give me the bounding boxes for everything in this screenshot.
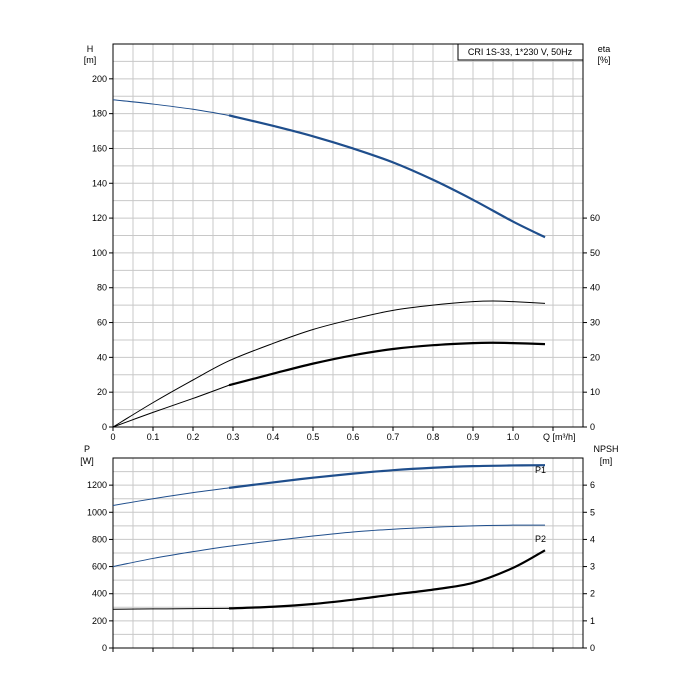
- p-axis-label: P: [84, 444, 90, 454]
- x-tick-label: 0.7: [387, 432, 400, 442]
- top-series-1-curve: [112, 300, 546, 428]
- eta-axis-label: eta: [598, 44, 611, 54]
- right-tick-label: 2: [590, 589, 595, 599]
- x-tick-label: 0.5: [307, 432, 320, 442]
- chart-title: CRI 1S-33, 1*230 V, 50Hz: [468, 47, 573, 57]
- right-tick-label: 4: [590, 534, 595, 544]
- left-tick-label: 200: [92, 616, 107, 626]
- right-tick-label: 5: [590, 507, 595, 517]
- p1-curve-thin: [112, 487, 230, 506]
- left-tick-label: 180: [92, 109, 107, 119]
- right-tick-label: 60: [590, 213, 600, 223]
- bottom-series-2-curve-thin: [112, 607, 230, 610]
- top-series-0-curve-bold: [228, 114, 546, 239]
- right-tick-label: 20: [590, 352, 600, 362]
- p1-curve-bold: [228, 464, 546, 489]
- p2-curve: [112, 524, 546, 568]
- left-tick-label: 200: [92, 74, 107, 84]
- top-series-0-curve-thin: [112, 99, 230, 116]
- top-series-2-curve-bold: [228, 341, 546, 387]
- right-tick-label: 6: [590, 480, 595, 490]
- x-tick-label: 1.0: [507, 432, 520, 442]
- right-tick-label: 3: [590, 562, 595, 572]
- npsh-axis-unit: [m]: [600, 456, 613, 466]
- left-tick-label: 400: [92, 589, 107, 599]
- top-grid: [113, 44, 583, 427]
- left-tick-label: 0: [102, 643, 107, 653]
- curves: [112, 99, 546, 610]
- top-plot-frame: [112, 43, 584, 428]
- x-tick-label: 0.3: [227, 432, 240, 442]
- left-tick-label: 160: [92, 143, 107, 153]
- p1-series-label: P1: [535, 465, 546, 475]
- eta-axis-unit: [%]: [597, 55, 610, 65]
- x-tick-label: 0: [110, 432, 115, 442]
- left-tick-label: 20: [97, 387, 107, 397]
- h-axis-label: H: [87, 44, 94, 54]
- q-axis-label: Q [m³/h]: [543, 432, 576, 442]
- h-axis-unit: [m]: [84, 55, 97, 65]
- x-tick-label: 0.1: [147, 432, 160, 442]
- x-tick-label: 0.6: [347, 432, 360, 442]
- left-tick-label: 120: [92, 213, 107, 223]
- right-tick-label: 0: [590, 422, 595, 432]
- left-tick-label: 800: [92, 534, 107, 544]
- p2-series-label: P2: [535, 534, 546, 544]
- right-tick-label: 30: [590, 318, 600, 328]
- left-tick-label: 600: [92, 562, 107, 572]
- right-tick-label: 50: [590, 248, 600, 258]
- p-axis-unit: [W]: [80, 456, 94, 466]
- left-tick-label: 0: [102, 422, 107, 432]
- title-box: [457, 43, 584, 61]
- bottom-grid: [113, 458, 583, 648]
- left-tick-label: 60: [97, 318, 107, 328]
- left-tick-label: 1000: [87, 507, 107, 517]
- left-tick-label: 40: [97, 352, 107, 362]
- x-tick-label: 0.4: [267, 432, 280, 442]
- right-tick-label: 10: [590, 387, 600, 397]
- left-tick-label: 100: [92, 248, 107, 258]
- top-series-2-curve-thin: [112, 384, 230, 428]
- npsh-axis-label: NPSH: [593, 444, 618, 454]
- right-tick-label: 0: [590, 643, 595, 653]
- x-tick-label: 0.8: [427, 432, 440, 442]
- left-tick-label: 1200: [87, 480, 107, 490]
- left-tick-label: 140: [92, 178, 107, 188]
- left-tick-label: 80: [97, 283, 107, 293]
- tick-labels: 0204060801001201401601802000102030405060…: [87, 74, 600, 653]
- right-tick-label: 40: [590, 283, 600, 293]
- x-tick-label: 0.9: [467, 432, 480, 442]
- x-tick-label: 0.2: [187, 432, 200, 442]
- right-tick-label: 1: [590, 616, 595, 626]
- bottom-plot-frame: [112, 457, 584, 649]
- bottom-series-2-curve-bold: [228, 549, 546, 610]
